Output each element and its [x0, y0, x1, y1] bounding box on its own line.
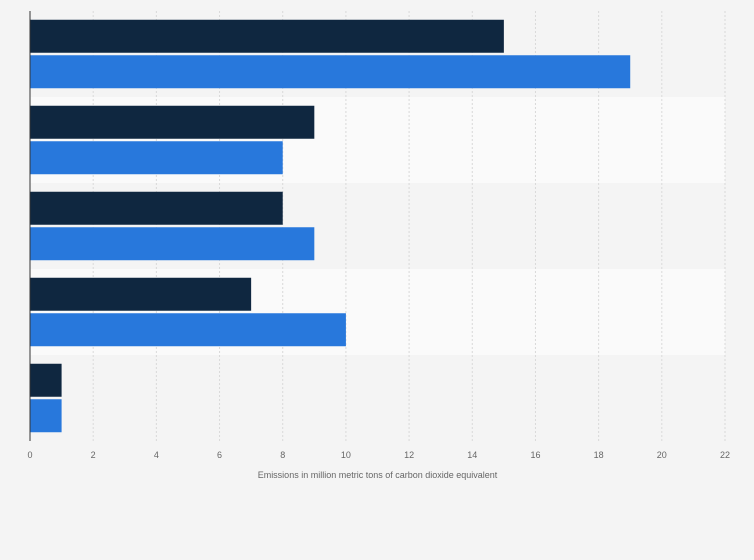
bar: [30, 141, 283, 175]
x-tick-label: 4: [154, 450, 159, 460]
bar: [30, 313, 346, 347]
bars: [30, 19, 631, 433]
bar: [30, 399, 62, 433]
bar: [30, 363, 62, 397]
x-tick-label: 14: [467, 450, 477, 460]
x-tick-label: 10: [341, 450, 351, 460]
bar: [30, 191, 283, 225]
x-tick-label: 22: [720, 450, 730, 460]
x-tick-label: 18: [594, 450, 604, 460]
x-tick-label: 16: [530, 450, 540, 460]
x-tick-label: 0: [27, 450, 32, 460]
x-tick-label: 8: [280, 450, 285, 460]
x-tick-label: 6: [217, 450, 222, 460]
bar: [30, 55, 631, 89]
category-bands: [30, 11, 725, 441]
x-tick-labels: 0 2 4 6 8 10 12 14 16 18 20 22: [27, 450, 730, 460]
x-tick-label: 12: [404, 450, 414, 460]
x-tick-label: 20: [657, 450, 667, 460]
x-axis-title: Emissions in million metric tons of carb…: [258, 470, 498, 480]
x-tick-label: 2: [91, 450, 96, 460]
category-band: [30, 355, 725, 441]
bar: [30, 277, 252, 311]
bar: [30, 227, 315, 261]
bar: [30, 19, 504, 53]
bar: [30, 105, 315, 139]
